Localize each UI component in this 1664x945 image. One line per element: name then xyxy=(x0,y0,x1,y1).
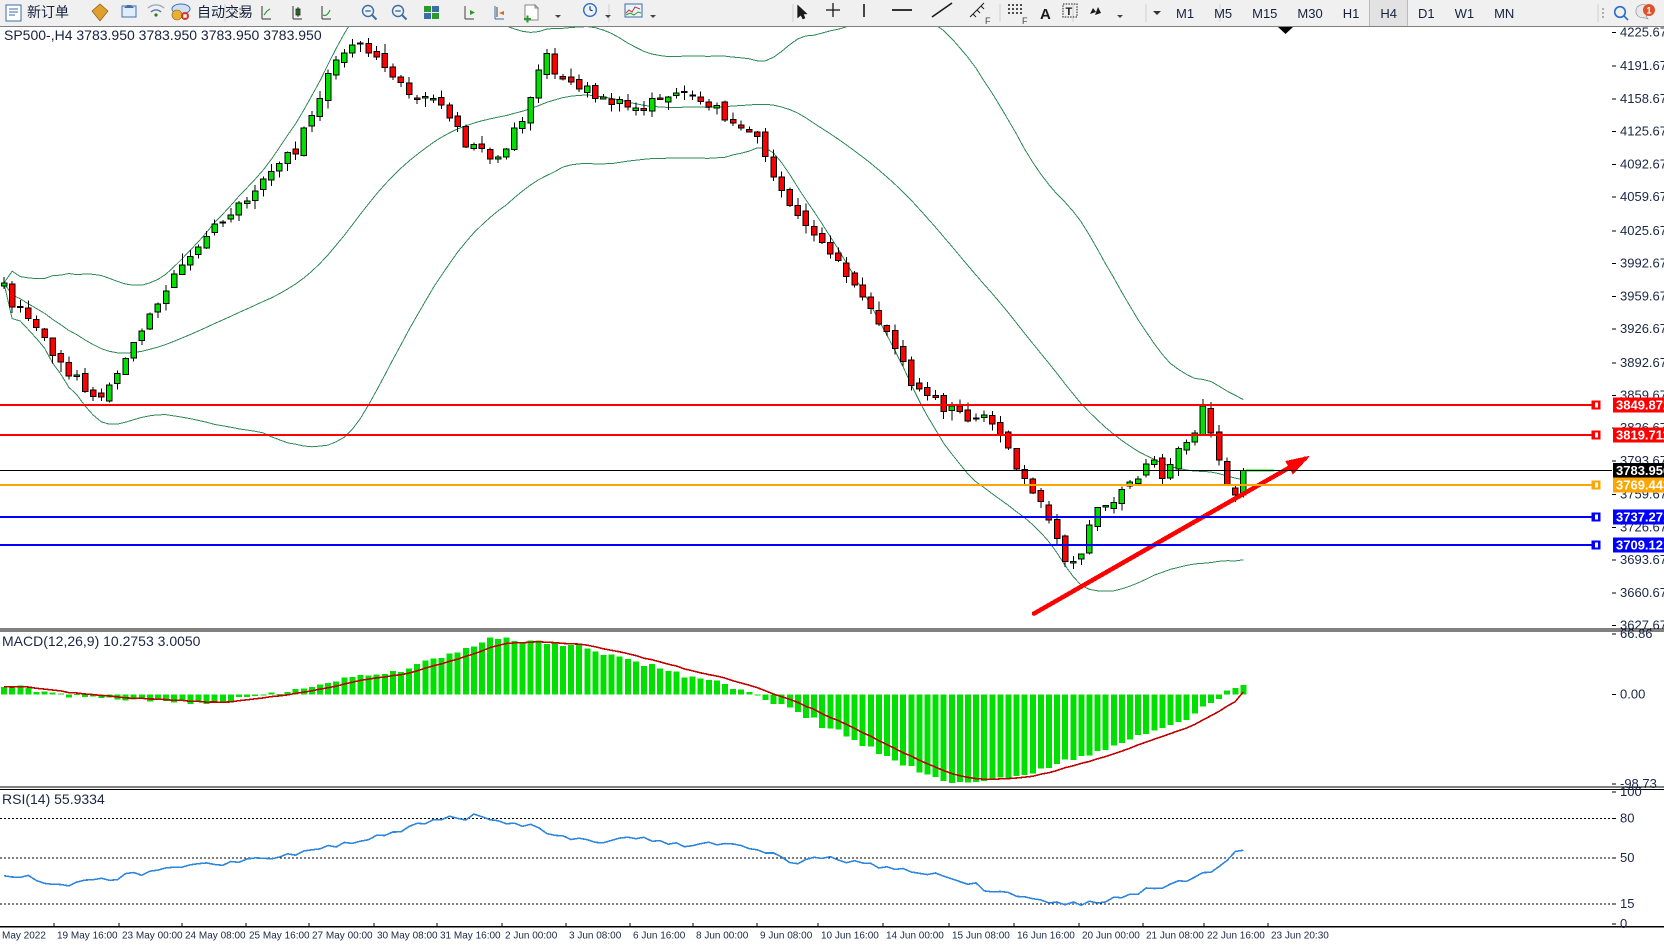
svg-text:8 Jun 00:00: 8 Jun 00:00 xyxy=(696,931,749,942)
svg-text:SP500-,H4 3783.950 3783.950: SP500-,H4 3783.950 3783.950 3783.950 378… xyxy=(4,27,322,43)
svg-text:80: 80 xyxy=(1620,810,1634,825)
svg-text:23 Jun 20:30: 23 Jun 20:30 xyxy=(1271,931,1329,942)
svg-text:3959.670: 3959.670 xyxy=(1620,288,1664,303)
svg-text:4059.670: 4059.670 xyxy=(1620,189,1664,204)
svg-text:9 Jun 08:00: 9 Jun 08:00 xyxy=(760,931,813,942)
svg-text:MACD(12,26,9) 10.2753 3.0050: MACD(12,26,9) 10.2753 3.0050 xyxy=(2,633,201,649)
svg-text:4191.670: 4191.670 xyxy=(1620,58,1664,73)
svg-text:50: 50 xyxy=(1620,850,1634,865)
svg-text:4158.670: 4158.670 xyxy=(1620,91,1664,106)
svg-text:23 May 00:00: 23 May 00:00 xyxy=(122,931,183,942)
svg-text:3709.121: 3709.121 xyxy=(1616,537,1664,552)
svg-text:1: 1 xyxy=(1646,6,1651,16)
svg-text:4125.670: 4125.670 xyxy=(1620,124,1664,139)
svg-text:2 Jun 00:00: 2 Jun 00:00 xyxy=(505,931,558,942)
svg-text:3892.670: 3892.670 xyxy=(1620,355,1664,370)
svg-text:19 May 16:00: 19 May 16:00 xyxy=(57,931,118,942)
svg-text:16 Jun 16:00: 16 Jun 16:00 xyxy=(1017,931,1075,942)
svg-text:6 Jun 16:00: 6 Jun 16:00 xyxy=(633,931,686,942)
svg-text:4092.670: 4092.670 xyxy=(1620,156,1664,171)
svg-text:30 May 08:00: 30 May 08:00 xyxy=(377,931,438,942)
svg-text:15 Jun 08:00: 15 Jun 08:00 xyxy=(952,931,1010,942)
svg-text:21 Jun 08:00: 21 Jun 08:00 xyxy=(1146,931,1204,942)
svg-text:3992.670: 3992.670 xyxy=(1620,256,1664,271)
svg-text:3783.950: 3783.950 xyxy=(1616,463,1664,478)
svg-text:3926.670: 3926.670 xyxy=(1620,321,1664,336)
svg-text:24 May 08:00: 24 May 08:00 xyxy=(185,931,246,942)
svg-text:25 May 16:00: 25 May 16:00 xyxy=(249,931,310,942)
svg-text:22 Jun 16:00: 22 Jun 16:00 xyxy=(1207,931,1265,942)
svg-text:3693.670: 3693.670 xyxy=(1620,552,1664,567)
svg-text:3737.271: 3737.271 xyxy=(1616,509,1664,524)
svg-text:10 Jun 16:00: 10 Jun 16:00 xyxy=(821,931,879,942)
svg-text:RSI(14) 55.9334: RSI(14) 55.9334 xyxy=(2,791,105,807)
svg-text:3 Jun 08:00: 3 Jun 08:00 xyxy=(569,931,622,942)
svg-text:100: 100 xyxy=(1620,784,1642,799)
svg-text:14 Jun 00:00: 14 Jun 00:00 xyxy=(886,931,944,942)
svg-text:27 May 00:00: 27 May 00:00 xyxy=(312,931,373,942)
svg-text:4225.670: 4225.670 xyxy=(1620,27,1664,40)
svg-text:3769.443: 3769.443 xyxy=(1616,477,1664,492)
svg-text:0: 0 xyxy=(1620,916,1627,931)
svg-text:3849.872: 3849.872 xyxy=(1616,398,1664,413)
svg-text:May 2022: May 2022 xyxy=(2,931,46,942)
svg-text:0.00: 0.00 xyxy=(1620,687,1645,702)
svg-text:15: 15 xyxy=(1620,896,1634,911)
svg-text:66.86: 66.86 xyxy=(1620,626,1653,641)
svg-text:31 May 16:00: 31 May 16:00 xyxy=(440,931,501,942)
svg-text:4025.670: 4025.670 xyxy=(1620,223,1664,238)
svg-text:3660.670: 3660.670 xyxy=(1620,585,1664,600)
svg-text:3819.711: 3819.711 xyxy=(1616,428,1664,443)
svg-text:20 Jun 00:00: 20 Jun 00:00 xyxy=(1082,931,1140,942)
